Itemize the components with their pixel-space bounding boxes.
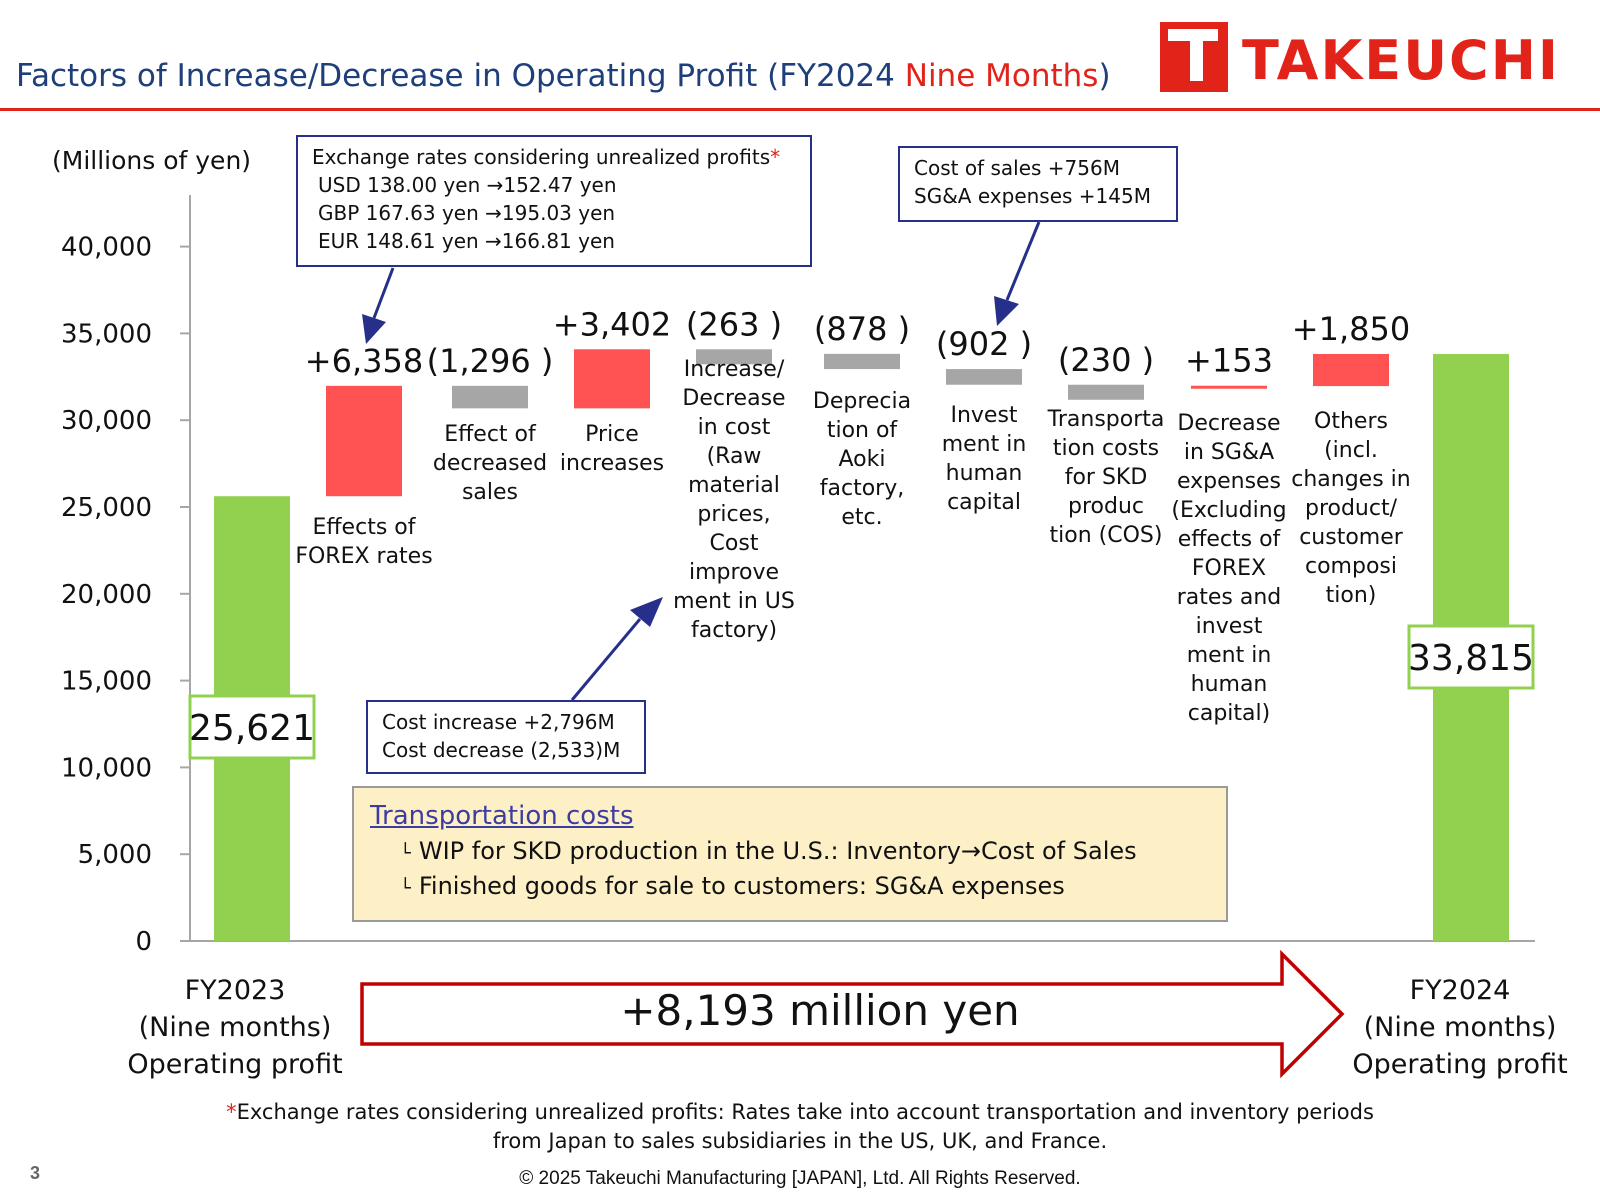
fx-callout-title: Exchange rates considering unrealized pr… <box>312 145 781 169</box>
y-tick-label: 20,000 <box>61 580 152 610</box>
unit-label: (Millions of yen) <box>52 146 252 175</box>
fy2023-period: (Nine months) <box>138 1012 332 1043</box>
cogs-callout-arrow <box>994 221 1041 326</box>
copyright: © 2025 Takeuchi Manufacturing [JAPAN], L… <box>519 1168 1081 1189</box>
fx-rates-callout: Exchange rates considering unrealized pr… <box>296 135 812 267</box>
delta-value-label: +3,402 <box>553 305 671 343</box>
category-label: Others (incl. changes in product/customer co… <box>1291 409 1410 608</box>
delta-value-label: (878 ) <box>814 310 910 348</box>
fx-gbp-line: GBP 167.63 yen →195.03 yen <box>318 201 616 225</box>
category-label: Invest ment in human capital <box>942 403 1027 515</box>
category-label: Transporta tion costs for SKD produc tion (C… <box>1047 407 1165 548</box>
delta-value-label: +6,358 <box>305 342 423 380</box>
bar-9 <box>1313 353 1389 387</box>
delta-value-label: (902 ) <box>936 325 1032 363</box>
page-number: 3 <box>30 1163 41 1183</box>
bar-1 <box>326 385 402 497</box>
y-tick-label: 25,000 <box>61 493 152 523</box>
transport-note-title: Transportation costs <box>370 801 634 831</box>
total-value-label: 33,815 <box>1408 638 1534 679</box>
y-tick-label: 35,000 <box>61 319 152 349</box>
footnote-line-1: Exchange rates considering unrealized pr… <box>236 1100 1374 1124</box>
bar-5 <box>824 353 900 370</box>
footnote-line-2: from Japan to sales subsidiaries in the … <box>492 1129 1108 1153</box>
category-label: Decrease in SG&A expenses (Excluding effects… <box>1171 411 1286 726</box>
fy2023-year: FY2023 <box>184 975 286 1006</box>
fy2024-label: FY2024 (Nine months) Operating profit <box>1330 972 1590 1083</box>
category-label: Increase/Decrease in cost (Raw material pric… <box>673 357 795 643</box>
bar-7 <box>1068 384 1144 400</box>
y-tick-label: 10,000 <box>61 753 152 783</box>
cost-decrease-line: Cost decrease (2,533)M <box>382 738 621 762</box>
delta-value-label: +1,850 <box>1292 310 1410 348</box>
y-tick-label: 40,000 <box>61 233 152 263</box>
bar-4 <box>696 349 772 365</box>
total-value-label: 25,621 <box>189 708 315 749</box>
category-label: Price increases <box>560 422 664 476</box>
delta-value-label: +153 <box>1185 342 1273 380</box>
cogs-line: Cost of sales +756M <box>914 156 1120 180</box>
takeuchi-logo: TAKEUCHI <box>1160 22 1560 92</box>
fy2024-period: (Nine months) <box>1363 1012 1557 1043</box>
bar-3 <box>574 349 650 409</box>
svg-text:TAKEUCHI: TAKEUCHI <box>1242 29 1560 92</box>
y-tick-label: 15,000 <box>61 667 152 697</box>
cost-callout-arrow <box>570 597 663 701</box>
category-label: Effects of FOREX rates <box>295 515 432 569</box>
transportation-costs-note: Transportation costs └ WIP for SKD produc… <box>352 786 1228 922</box>
total-value-box <box>188 694 316 760</box>
fy2024-year: FY2024 <box>1409 975 1511 1006</box>
cost-change-callout: Cost increase +2,796M Cost decrease (2,5… <box>366 700 646 774</box>
delta-value-label: (1,296 ) <box>427 342 554 380</box>
delta-value-label: (263 ) <box>686 305 782 343</box>
category-label: Effect of decreased sales <box>433 422 547 505</box>
title-highlight: Nine Months <box>904 58 1099 94</box>
page-title: Factors of Increase/Decrease in Operatin… <box>16 58 1111 94</box>
title-main: Factors of Increase/Decrease in Operatin… <box>16 58 905 94</box>
y-tick-label: 5,000 <box>78 840 152 870</box>
transport-line-finished: └ Finished goods for sale to customers: S… <box>400 872 1065 900</box>
total-value-box <box>1407 624 1535 690</box>
total-change-arrow <box>360 949 1345 1079</box>
delta-value-label: (230 ) <box>1058 341 1154 379</box>
fx-callout-arrow <box>362 267 395 344</box>
fy2024-metric: Operating profit <box>1352 1049 1568 1080</box>
header-rule <box>0 108 1600 111</box>
cost-breakdown-callout: Cost of sales +756M SG&A expenses +145M <box>898 146 1178 222</box>
fx-usd-line: USD 138.00 yen →152.47 yen <box>318 173 617 197</box>
fx-eur-line: EUR 148.61 yen →166.81 yen <box>318 229 615 253</box>
bar-2 <box>452 385 528 409</box>
total-change-label: +8,193 million yen <box>620 986 1020 1035</box>
transport-line-wip: └ WIP for SKD production in the U.S.: Inv… <box>400 837 1137 865</box>
bar-6 <box>946 369 1022 385</box>
cost-increase-line: Cost increase +2,796M <box>382 710 615 734</box>
y-tick-label: 0 <box>135 927 152 957</box>
fy2023-label: FY2023 (Nine months) Operating profit <box>110 972 360 1083</box>
fy2023-metric: Operating profit <box>127 1049 343 1080</box>
title-end: ) <box>1098 58 1111 94</box>
sga-line: SG&A expenses +145M <box>914 184 1151 208</box>
footnote: *Exchange rates considering unrealized p… <box>0 1098 1600 1156</box>
y-tick-label: 30,000 <box>61 406 152 436</box>
bar-8 <box>1191 385 1267 389</box>
category-label: Deprecia tion of Aoki factory, etc. <box>813 389 911 530</box>
